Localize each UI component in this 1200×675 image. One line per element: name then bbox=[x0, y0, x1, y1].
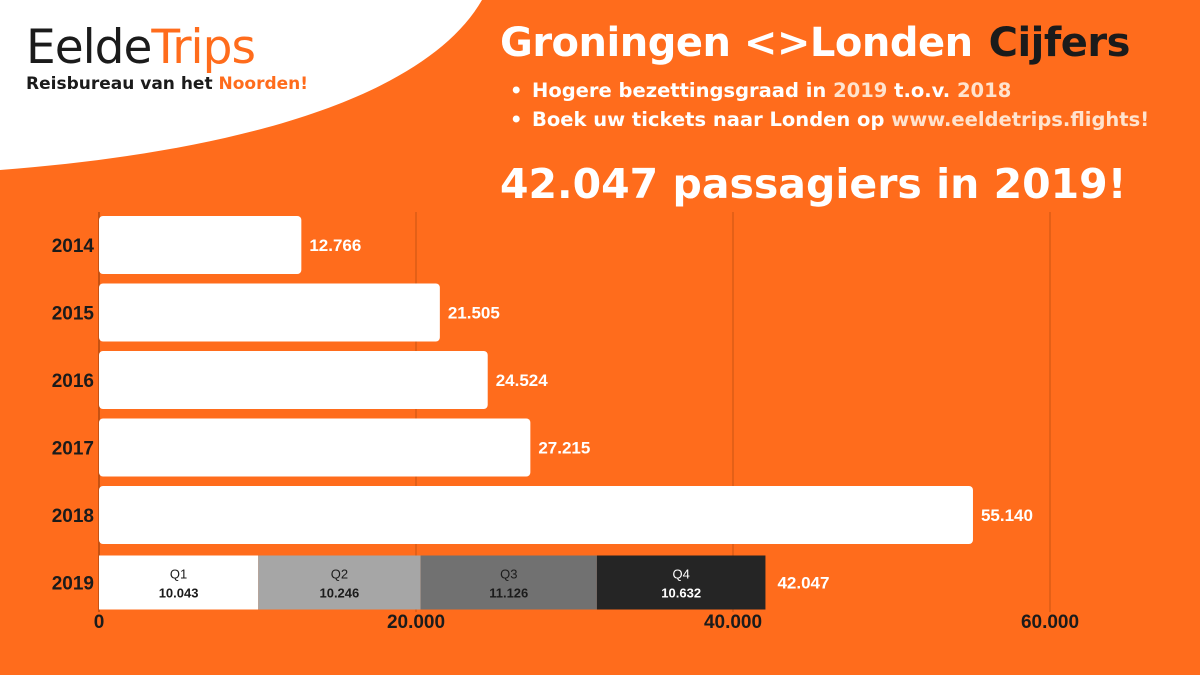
segment-name-label: Q2 bbox=[331, 567, 348, 582]
segment-name-label: Q4 bbox=[673, 567, 690, 582]
stacked-bar-segment bbox=[420, 555, 597, 610]
bullet-list: Hogere bezettingsgraad in 2019 t.o.v. 20… bbox=[510, 76, 1149, 134]
logo-tagline-part2: Noorden! bbox=[218, 74, 309, 94]
segment-value-label: 11.126 bbox=[489, 586, 528, 601]
bar-value-label: 27.215 bbox=[538, 439, 590, 458]
title-accent: Cijfers bbox=[988, 20, 1131, 66]
x-tick-label: 0 bbox=[94, 612, 105, 633]
segment-value-label: 10.246 bbox=[319, 586, 359, 601]
x-tick-label: 20.000 bbox=[387, 612, 445, 633]
passenger-headline: 42.047 passagiers in 2019! bbox=[500, 160, 1127, 208]
stacked-bar-segment bbox=[258, 555, 421, 610]
page-title: Groningen <>Londen Cijfers bbox=[500, 20, 1130, 66]
title-main: Groningen <>Londen bbox=[500, 20, 973, 66]
bar-value-label: 12.766 bbox=[309, 236, 361, 255]
bar bbox=[99, 418, 531, 477]
bullet-1-text: Hogere bezettingsgraad in bbox=[532, 79, 834, 102]
segment-value-label: 10.043 bbox=[159, 586, 199, 601]
bar-value-label: 55.140 bbox=[981, 506, 1033, 525]
bar bbox=[99, 216, 302, 274]
brand-logo[interactable]: EeldeTrips Reisbureau van het Noorden! bbox=[26, 22, 308, 95]
logo-name-part1: Eelde bbox=[26, 20, 152, 75]
bar-value-label: 21.505 bbox=[448, 304, 500, 323]
logo-tagline: Reisbureau van het Noorden! bbox=[26, 74, 308, 94]
logo-name-part2: Trips bbox=[151, 20, 256, 75]
logo-tagline-part1: Reisbureau van het bbox=[26, 74, 219, 94]
bar bbox=[99, 351, 488, 409]
y-tick-label: 2015 bbox=[52, 304, 95, 325]
bar bbox=[99, 283, 440, 342]
bullet-item-booking: Boek uw tickets naar Londen op www.eelde… bbox=[510, 105, 1149, 134]
y-tick-label: 2019 bbox=[52, 574, 94, 595]
x-tick-label: 40.000 bbox=[704, 612, 762, 633]
y-tick-label: 2016 bbox=[52, 371, 94, 392]
stacked-bar-segment bbox=[99, 555, 259, 610]
bar-value-label: 42.047 bbox=[777, 574, 829, 593]
y-tick-label: 2018 bbox=[52, 506, 94, 527]
booking-url-link[interactable]: www.eeldetrips.flights! bbox=[891, 108, 1150, 131]
y-tick-label: 2014 bbox=[52, 236, 95, 257]
bullet-1-highlight-prev-year: 2018 bbox=[956, 79, 1012, 102]
bullet-item-occupancy: Hogere bezettingsgraad in 2019 t.o.v. 20… bbox=[510, 76, 1149, 105]
bar-value-label: 24.524 bbox=[496, 371, 549, 390]
stacked-bar-segment bbox=[596, 555, 766, 610]
bullet-1-highlight-year: 2019 bbox=[833, 79, 888, 102]
logo-wordmark: EeldeTrips bbox=[26, 22, 308, 74]
bullet-2-text: Boek uw tickets naar Londen op bbox=[532, 108, 892, 131]
x-tick-label: 60.000 bbox=[1021, 612, 1079, 633]
segment-name-label: Q1 bbox=[170, 567, 187, 582]
bullet-1-mid: t.o.v. bbox=[887, 79, 957, 102]
segment-name-label: Q3 bbox=[500, 567, 517, 582]
segment-value-label: 10.632 bbox=[661, 586, 701, 601]
y-tick-label: 2017 bbox=[52, 439, 94, 460]
bar bbox=[99, 486, 973, 544]
